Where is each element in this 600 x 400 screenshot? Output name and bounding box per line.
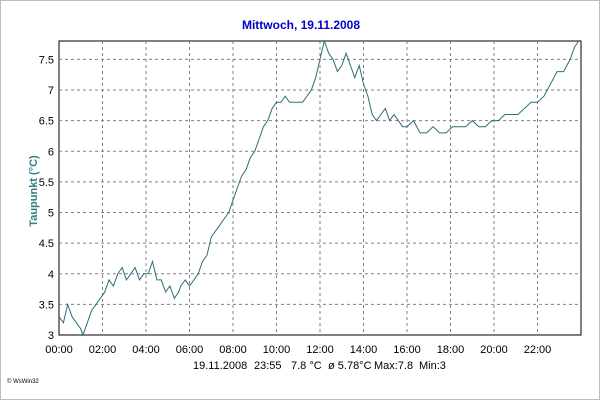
x-tick-label: 18:00 [437,344,465,356]
x-tick-label: 14:00 [350,344,378,356]
x-tick-label: 12:00 [306,344,334,356]
copyright-label: © WsWin32 [7,378,39,385]
x-tick-label: 08:00 [219,344,247,356]
y-tick-label: 3 [48,330,54,342]
y-tick-label: 7.5 [39,54,54,66]
y-tick-label: 6 [48,146,54,158]
chart-title: Mittwoch, 19.11.2008 [242,18,360,32]
plot-area: 3 3.5 4 4.5 5 5.5 6 6.5 7 7.5 00:00 02:00 04:00 06:0… [39,41,581,356]
y-tick-label: 3.5 [39,299,54,311]
y-axis-label: Taupunkt (°C) [28,155,40,227]
y-tick-label: 6.5 [39,116,54,128]
y-axis-ticks: 3 3.5 4 4.5 5 5.5 6 6.5 7 7.5 [39,54,54,342]
footer-current-value: 7.8 °C [291,360,322,372]
footer-date: 19.11.2008 [193,360,247,372]
x-axis-ticks: 00:00 02:00 04:00 06:00 08:00 10:00 12:00 14:00… [45,344,551,356]
y-tick-label: 5 [48,208,54,220]
footer-min: Min:3 [419,360,446,372]
y-tick-label: 4.5 [39,238,54,250]
y-tick-label: 7 [48,85,54,97]
x-tick-label: 02:00 [89,344,117,356]
x-tick-label: 22:00 [524,344,552,356]
footer-readout: 19.11.2008 23:55 7.8 °C ø 5.78°C Max:7.8… [193,360,446,372]
footer-average: ø 5.78°C [328,360,372,372]
x-tick-label: 10:00 [263,344,291,356]
footer-max: Max:7.8 [374,360,413,372]
footer-time: 23:55 [254,360,282,372]
y-tick-label: 5.5 [39,177,54,189]
x-tick-label: 06:00 [176,344,204,356]
x-tick-label: 04:00 [132,344,160,356]
x-tick-label: 20:00 [480,344,508,356]
y-tick-label: 4 [48,269,54,281]
x-tick-label: 16:00 [393,344,421,356]
x-tick-label: 00:00 [45,344,73,356]
